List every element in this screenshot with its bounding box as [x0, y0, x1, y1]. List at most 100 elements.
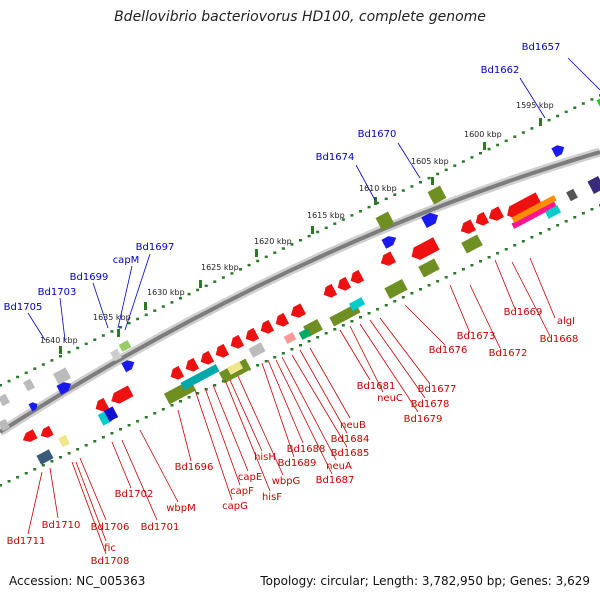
gene-label: Bd1679	[404, 414, 443, 425]
ruler-dot	[84, 444, 88, 447]
ruler-dot	[144, 416, 148, 419]
label-connector	[511, 261, 551, 337]
ruler-dot	[504, 248, 508, 251]
ruler-dot	[444, 168, 448, 172]
ruler-dot	[376, 308, 380, 311]
ruler-dot	[204, 388, 208, 391]
label-connector	[27, 312, 46, 341]
ruler-dot	[307, 234, 311, 238]
gene-label: wbpG	[272, 476, 301, 487]
ruler-dot	[0, 384, 2, 387]
ruler-dot	[427, 176, 431, 180]
ruler-dot	[479, 152, 482, 155]
gene-arrow	[56, 382, 72, 395]
ruler-dot	[136, 420, 140, 423]
ruler-ticks	[0, 94, 600, 487]
ruler-dot	[256, 364, 260, 367]
label-connector	[379, 317, 431, 385]
ruler-dot	[221, 276, 225, 279]
ruler-dot	[213, 280, 217, 283]
ruler-dot	[33, 367, 37, 370]
gene-arrow	[111, 385, 134, 404]
ruler-dot	[324, 226, 328, 230]
ruler-dot	[290, 348, 294, 351]
label-connector	[261, 362, 295, 458]
label-connector	[291, 354, 348, 448]
gene-arrow	[380, 251, 396, 266]
ruler-dot	[367, 205, 371, 209]
gene-arrow	[95, 397, 110, 412]
gene-arrow	[230, 334, 245, 349]
ruler-dot	[436, 280, 440, 283]
ruler-label: 1635 kbp	[93, 313, 131, 322]
ruler-label: 1615 kbp	[307, 211, 345, 220]
gene-label: Bd1701	[141, 522, 180, 533]
label-connector	[529, 257, 556, 319]
feature-box	[53, 367, 71, 385]
ruler-dot	[239, 268, 242, 271]
label-connector	[355, 164, 376, 201]
feature-box	[587, 176, 600, 194]
ruler-dot	[59, 355, 62, 358]
ruler-dot	[290, 243, 294, 246]
ruler-dot	[307, 340, 311, 343]
feature-box	[110, 348, 122, 362]
gene-arrow	[411, 237, 440, 260]
ruler-dot	[16, 476, 20, 479]
label-connector	[567, 57, 600, 91]
ruler-dot	[230, 272, 234, 275]
ruler-dot	[281, 247, 285, 250]
gene-label: Bd1708	[91, 556, 130, 567]
ruler-dot	[530, 127, 534, 130]
ruler-dot	[419, 181, 422, 184]
label-connector	[224, 379, 271, 492]
gene-arrow	[185, 357, 200, 372]
ruler-dot	[41, 464, 45, 467]
genome-backbone-line	[0, 150, 600, 434]
gene-label: Bd1673	[457, 331, 496, 342]
ruler-dot	[213, 384, 217, 387]
ruler-dot	[316, 336, 320, 339]
label-connector	[92, 282, 109, 329]
ruler-dot	[393, 193, 397, 196]
gene-arrow	[460, 219, 476, 234]
ruler-tick	[59, 346, 62, 354]
ruler-dot	[453, 272, 457, 275]
ruler-dot	[179, 400, 182, 403]
label-connector	[359, 323, 419, 413]
label-connector	[519, 77, 546, 119]
feature-box	[23, 378, 35, 392]
ruler-dot	[367, 312, 371, 315]
gene-arrow	[323, 283, 338, 298]
gene-features	[0, 96, 600, 465]
gene-label: Bd1711	[7, 536, 46, 547]
ruler-dot	[436, 172, 440, 176]
ruler-dot	[59, 456, 62, 459]
ruler-dot	[521, 240, 525, 243]
ruler-dot	[547, 228, 551, 231]
gene-arrow	[40, 425, 54, 438]
ruler-dot	[7, 480, 11, 483]
ruler-dot	[264, 255, 268, 259]
map-title: Bdellovibrio bacteriovorus HD100, comple…	[114, 9, 486, 25]
ruler-dot	[101, 334, 105, 337]
feature-box	[36, 449, 54, 465]
ruler-dot	[487, 147, 491, 151]
gene-arrow	[170, 365, 185, 380]
feature-box	[298, 328, 312, 340]
ruler-tick	[539, 118, 542, 126]
ruler-label: 1605 kbp	[411, 157, 449, 166]
ruler-dot	[196, 392, 200, 395]
gene-arrow	[245, 327, 260, 342]
gene-arrow	[22, 429, 38, 442]
feature-box	[384, 279, 408, 299]
feature-box	[375, 211, 395, 231]
gene-label: Bd1697	[136, 242, 175, 253]
gene-label: Bd1696	[175, 462, 214, 473]
ruler-dot	[547, 118, 551, 122]
ruler-dot	[539, 232, 542, 235]
label-connector	[397, 142, 421, 179]
ruler-dot	[350, 320, 354, 323]
gene-label: Bd1703	[38, 287, 77, 298]
